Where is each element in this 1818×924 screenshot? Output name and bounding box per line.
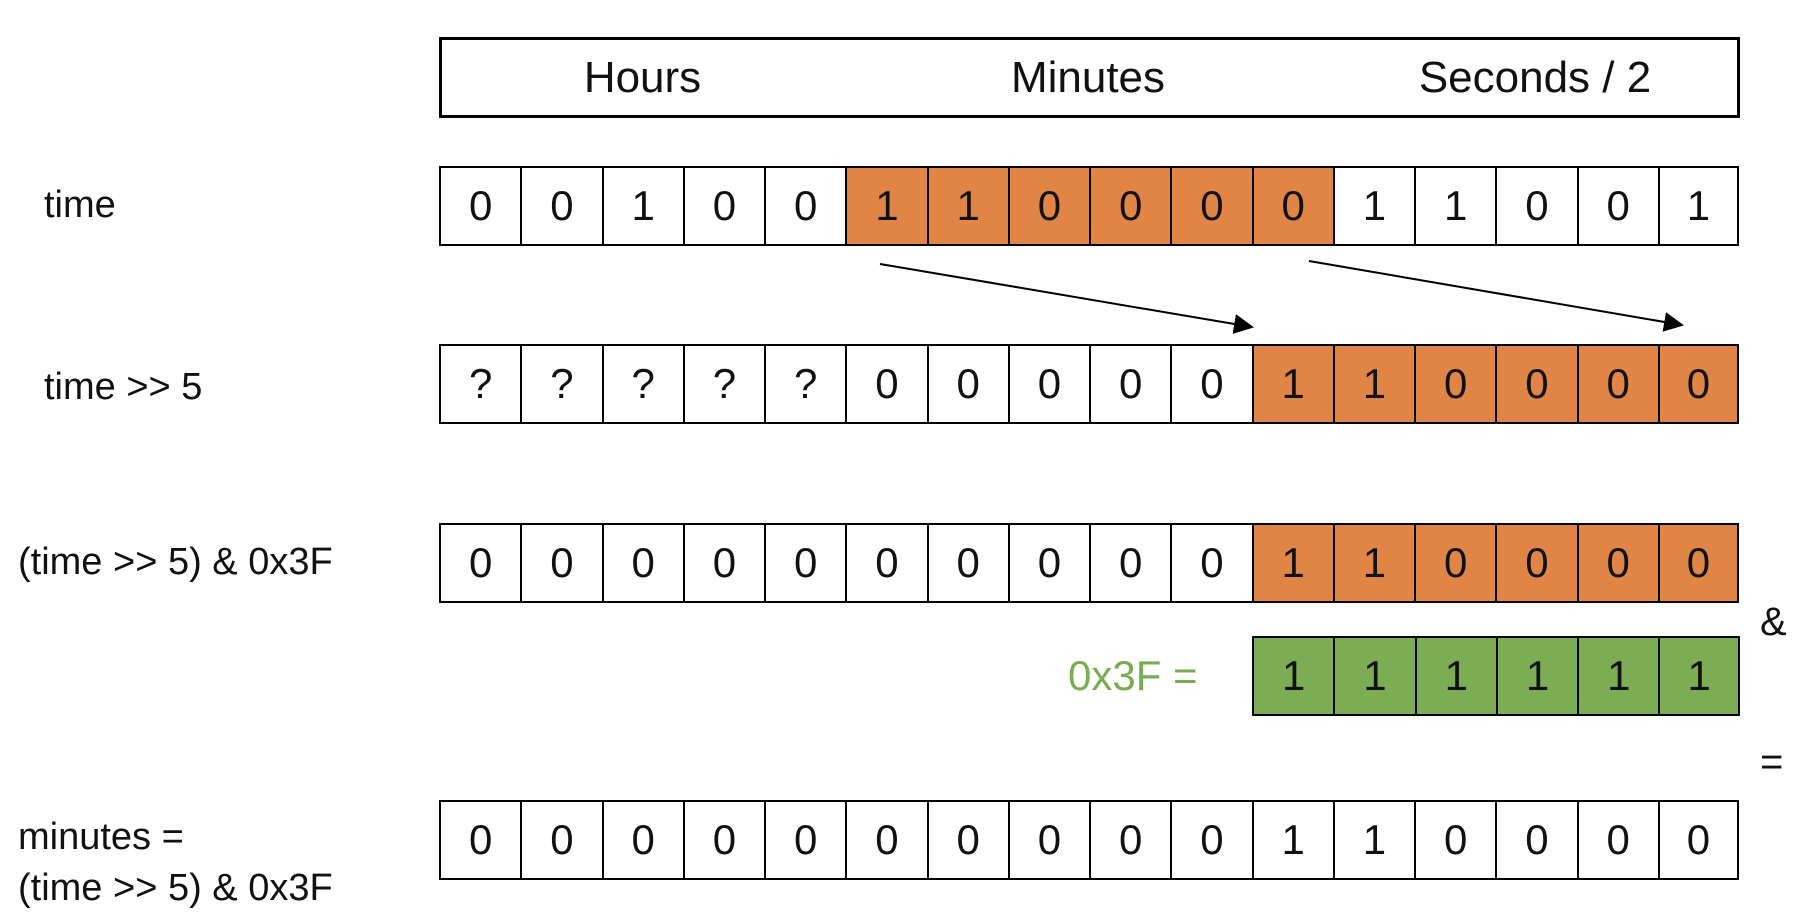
- label-minutes-line2: (time >> 5) & 0x3F: [18, 867, 333, 909]
- bit-cell: 0: [1170, 168, 1252, 244]
- bit-cell: 0: [439, 525, 521, 601]
- bit-cell: 0: [682, 525, 764, 601]
- bit-cell: 0: [1007, 168, 1089, 244]
- bit-cell: 0: [1576, 168, 1658, 244]
- bit-cell: 0: [1007, 346, 1089, 422]
- bit-cell: 0: [520, 525, 602, 601]
- bit-cell: ?: [682, 346, 764, 422]
- label-time-shift: time >> 5: [44, 366, 203, 408]
- bit-cell: 0: [1414, 802, 1496, 878]
- bit-cell: 0: [520, 802, 602, 878]
- arrow-shift-left: [879, 263, 1254, 334]
- arrow-shift-right: [1308, 260, 1684, 332]
- bit-cell: 0: [1089, 525, 1171, 601]
- bit-cell: 0: [1089, 346, 1171, 422]
- bit-cell: 0: [1657, 525, 1739, 601]
- label-time: time: [44, 184, 116, 226]
- bit-cell: 0: [1170, 525, 1252, 601]
- bit-cell: 0: [1251, 168, 1333, 244]
- mask-bit-cell: 1: [1252, 638, 1334, 714]
- bit-cell: 0: [764, 525, 846, 601]
- bit-cell: 0: [845, 525, 927, 601]
- bit-cell: 1: [601, 168, 683, 244]
- bit-cell: 0: [682, 168, 764, 244]
- bit-cell: ?: [439, 346, 521, 422]
- bit-cell: 0: [1495, 525, 1577, 601]
- mask-bit-cell: 1: [1333, 638, 1415, 714]
- bits-time-shift: ????? 0 0 0 0 0 1 1 0 0 0 0: [439, 344, 1739, 424]
- bit-cell: 0: [845, 346, 927, 422]
- mask-label: 0x3F =: [1068, 652, 1198, 699]
- bit-cell: 0: [682, 802, 764, 878]
- bit-cell: 0: [845, 802, 927, 878]
- bit-cell: 0: [1657, 346, 1739, 422]
- bit-cell: 1: [1251, 802, 1333, 878]
- bit-cell: 0: [1576, 802, 1658, 878]
- bit-cell: 0: [764, 802, 846, 878]
- bit-cell: ?: [764, 346, 846, 422]
- bit-cell: 0: [1170, 346, 1252, 422]
- and-operator: &: [1760, 600, 1787, 644]
- bit-cell: 1: [845, 168, 927, 244]
- bit-cell: 0: [1414, 525, 1496, 601]
- bit-cell: 0: [1495, 346, 1577, 422]
- bit-cell: 0: [764, 168, 846, 244]
- bit-cell: 1: [1332, 525, 1414, 601]
- label-minutes-line1: minutes =: [18, 816, 184, 858]
- bit-cell: 1: [1332, 168, 1414, 244]
- bit-cell: 0: [1657, 802, 1739, 878]
- bit-cell: 0: [1007, 802, 1089, 878]
- bit-cell: 0: [926, 346, 1008, 422]
- bit-cell: 0: [1414, 346, 1496, 422]
- mask-bit-cell: 1: [1495, 638, 1578, 714]
- mask-bit-cell: 1: [1414, 638, 1496, 714]
- bit-cell: 0: [1495, 802, 1577, 878]
- bit-cell: ?: [601, 346, 683, 422]
- bit-cell: ?: [520, 346, 602, 422]
- header-seconds: Seconds / 2: [1333, 37, 1740, 118]
- bit-cell: 0: [601, 525, 683, 601]
- bit-cell: 0: [1170, 802, 1252, 878]
- bit-cell: 1: [1332, 802, 1414, 878]
- bit-cell: 1: [1332, 346, 1414, 422]
- mask-bit-cell: 1: [1577, 638, 1659, 714]
- bit-cell: 0: [520, 168, 602, 244]
- bit-cell: 1: [1251, 346, 1333, 422]
- bit-cell: 0: [1089, 802, 1171, 878]
- bit-cell: 0: [439, 168, 521, 244]
- bit-cell: 0: [1495, 168, 1577, 244]
- bit-cell: 0: [1576, 346, 1658, 422]
- bit-cell: 1: [1657, 168, 1739, 244]
- equals-operator: =: [1760, 740, 1784, 784]
- bit-cell: 0: [1576, 525, 1658, 601]
- bit-cell: 0: [926, 525, 1008, 601]
- bit-cell: 0: [1089, 168, 1171, 244]
- header-minutes: Minutes: [843, 37, 1336, 118]
- bit-cell: 0: [601, 802, 683, 878]
- mask-bit-cell: 1: [1658, 638, 1740, 714]
- bit-cell: 1: [1414, 168, 1496, 244]
- bit-cell: 0: [926, 802, 1008, 878]
- bit-cell: 0: [1007, 525, 1089, 601]
- bit-cell: 1: [1251, 525, 1333, 601]
- header-hours: Hours: [439, 37, 846, 118]
- label-time-shift-mask: (time >> 5) & 0x3F: [18, 541, 333, 583]
- bit-cell: 1: [926, 168, 1008, 244]
- bit-cell: 0: [439, 802, 521, 878]
